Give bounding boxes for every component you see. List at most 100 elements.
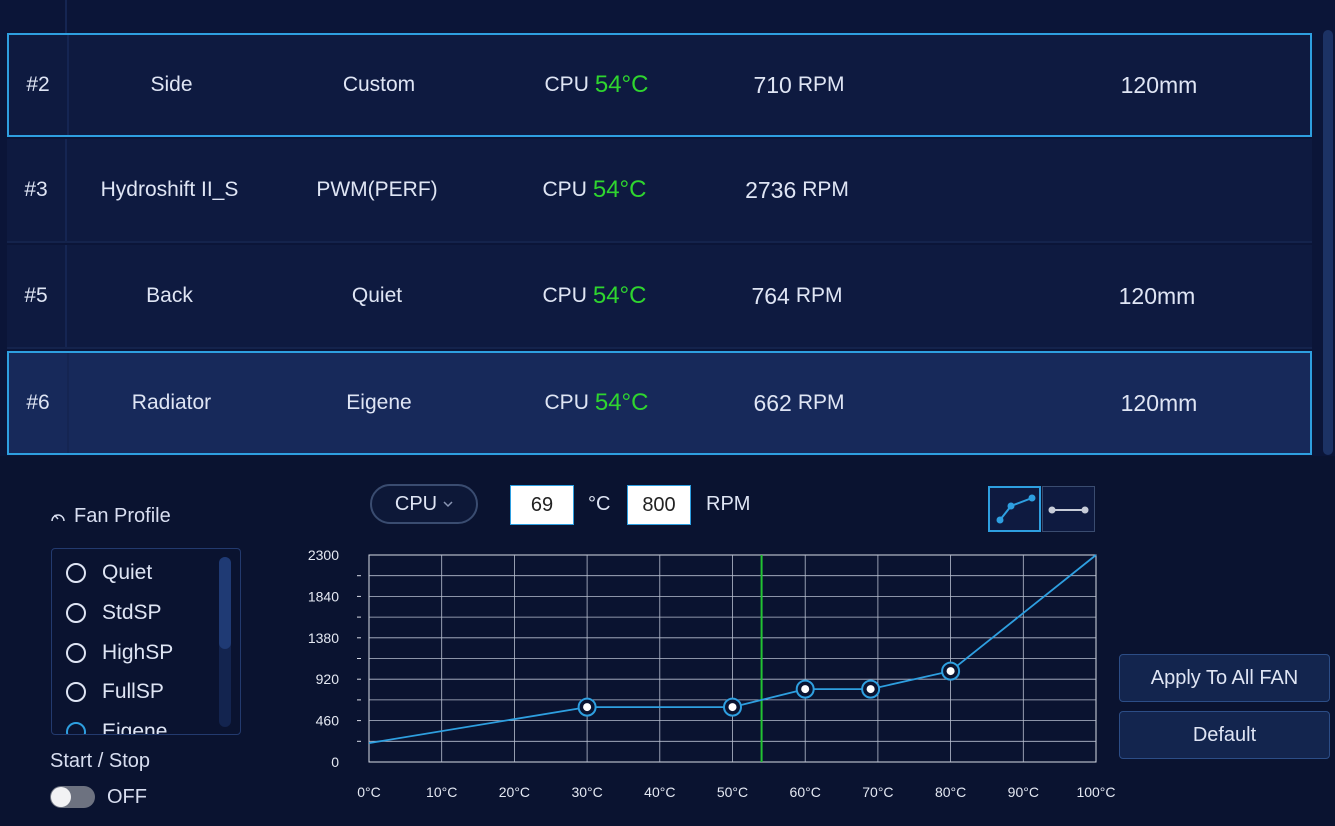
fan-number: #5 <box>7 245 67 347</box>
y-tick-label: 0 <box>331 754 339 770</box>
temperature-input[interactable]: 69 <box>510 485 574 525</box>
rpm-unit: RPM <box>802 178 849 201</box>
radio-button[interactable] <box>66 722 86 734</box>
x-tick-label: 70°C <box>862 784 893 800</box>
x-tick-label: 80°C <box>935 784 966 800</box>
sensor-name: CPU <box>544 73 589 96</box>
rpm-value: 710 <box>753 71 792 98</box>
fan-number: #6 <box>9 353 69 453</box>
profile-option-quiet[interactable]: Quiet <box>66 558 152 588</box>
x-tick-label: 50°C <box>717 784 748 800</box>
default-button[interactable]: Default <box>1119 711 1330 759</box>
x-tick-label: 100°C <box>1076 784 1115 800</box>
fan-speed: 710 RPM <box>699 35 899 135</box>
fan-mode: Eigene <box>346 391 412 414</box>
fan-size: 120mm <box>1120 389 1198 416</box>
fan-mode: Quiet <box>351 284 403 307</box>
curve-control-point-center[interactable] <box>583 703 592 712</box>
rpm-value: 662 <box>753 389 792 416</box>
profile-option-label: HighSP <box>102 641 174 664</box>
sensor-name: CPU <box>542 284 587 307</box>
y-tick-label: 1380 <box>308 630 339 646</box>
rpm-value: 2736 <box>745 176 797 203</box>
fan-sensor-temp: CPU 54°C <box>487 139 702 241</box>
fan-sensor-temp: CPU 54°C <box>489 353 704 453</box>
profile-option-label: FullSP <box>102 680 164 703</box>
cpu-temperature: 54°C <box>594 71 649 98</box>
fixed-mode-button[interactable] <box>1042 486 1095 532</box>
x-tick-label: 30°C <box>571 784 602 800</box>
fan-speed: 662 RPM <box>699 353 899 453</box>
curve-control-point-center[interactable] <box>728 703 737 712</box>
fan-speed: 2736 RPM <box>697 139 897 241</box>
rpm-unit: RPM <box>706 493 751 515</box>
fan-size: 120mm <box>1118 282 1196 309</box>
y-tick-label: 920 <box>316 671 340 687</box>
fan-size: 120mm <box>1120 71 1198 98</box>
fan-name: Back <box>146 284 193 307</box>
table-scrollbar-thumb[interactable] <box>1323 30 1333 455</box>
column-separator <box>65 0 67 33</box>
x-tick-label: 40°C <box>644 784 675 800</box>
fan-row[interactable]: #3 Hydroshift II_S PWM(PERF) CPU 54°C 2736 RPM <box>7 139 1312 243</box>
profile-option-fullsp[interactable]: FullSP <box>66 677 164 707</box>
fan-row[interactable]: #2 Side Custom CPU 54°C 710 RPM 120mm <box>7 33 1312 137</box>
fan-name: Side <box>150 73 193 96</box>
sensor-select-value: CPU <box>394 492 438 515</box>
y-tick-label: 1840 <box>308 588 339 604</box>
y-tick-label: 460 <box>316 713 340 729</box>
fan-row[interactable]: #6 Radiator Eigene CPU 54°C 662 RPM 120mm <box>7 351 1312 455</box>
x-tick-label: 10°C <box>426 784 457 800</box>
profile-option-highsp[interactable]: HighSP <box>66 638 173 668</box>
profile-option-eigene[interactable]: Eigene <box>66 717 168 735</box>
apply-to-all-fan-button[interactable]: Apply To All FAN <box>1119 654 1330 702</box>
profile-option-label: Quiet <box>102 561 153 584</box>
x-tick-label: 0°C <box>357 784 381 800</box>
fan-speed: 764 RPM <box>697 245 897 347</box>
cpu-temperature: 54°C <box>594 389 649 416</box>
fan-profile-heading: Fan Profile <box>50 505 171 528</box>
fan-profile-label: Fan Profile <box>74 505 171 527</box>
rpm-unit: RPM <box>795 284 843 307</box>
cpu-temperature: 54°C <box>592 282 647 309</box>
fan-sensor-temp: CPU 54°C <box>489 35 704 135</box>
sensor-select[interactable]: CPU <box>370 484 478 524</box>
gauge-icon <box>51 513 65 521</box>
curve-control-point-center[interactable] <box>946 667 955 676</box>
start-stop-toggle[interactable] <box>50 786 95 808</box>
chevron-down-icon <box>443 501 453 508</box>
profile-option-stdsp[interactable]: StdSP <box>66 598 162 628</box>
fan-size <box>1047 139 1267 241</box>
rpm-input[interactable]: 800 <box>627 485 691 525</box>
fan-mode: Custom <box>342 73 416 96</box>
start-stop-state: OFF <box>107 786 147 808</box>
radio-button[interactable] <box>66 603 86 623</box>
fan-name: Radiator <box>131 391 212 414</box>
fan-profile-list: Quiet StdSP HighSP FullSP Eigene <box>51 548 241 735</box>
x-tick-label: 90°C <box>1008 784 1039 800</box>
sensor-name: CPU <box>542 178 587 201</box>
profile-option-label: StdSP <box>102 601 162 624</box>
radio-button[interactable] <box>66 563 86 583</box>
fan-curve-chart[interactable]: 0 460 920 1380 1840 2300 0°C 10°C 20°C 30°C 40°C 50… <box>290 540 1130 810</box>
radio-button[interactable] <box>66 682 86 702</box>
profile-scrollbar-thumb[interactable] <box>219 557 231 649</box>
fan-number: #2 <box>9 35 69 135</box>
fan-name: Hydroshift II_S <box>100 178 239 201</box>
rpm-unit: RPM <box>797 73 845 96</box>
curve-icon <box>996 494 1036 524</box>
fan-row[interactable]: #5 Back Quiet CPU 54°C 764 RPM 120mm <box>7 245 1312 349</box>
sensor-name: CPU <box>544 391 589 414</box>
fan-sensor-temp: CPU 54°C <box>487 245 702 347</box>
curve-control-point-center[interactable] <box>866 685 875 694</box>
toggle-knob[interactable] <box>51 787 71 807</box>
flat-line-icon <box>1048 506 1089 514</box>
rpm-value: 764 <box>751 282 790 309</box>
radio-button[interactable] <box>66 643 86 663</box>
temperature-unit: °C <box>588 493 611 515</box>
cpu-temperature: 54°C <box>592 176 647 203</box>
profile-option-label: Eigene <box>102 720 168 735</box>
curve-control-point-center[interactable] <box>801 685 810 694</box>
curve-mode-button[interactable] <box>988 486 1041 532</box>
start-stop-label: Start / Stop <box>50 750 151 772</box>
